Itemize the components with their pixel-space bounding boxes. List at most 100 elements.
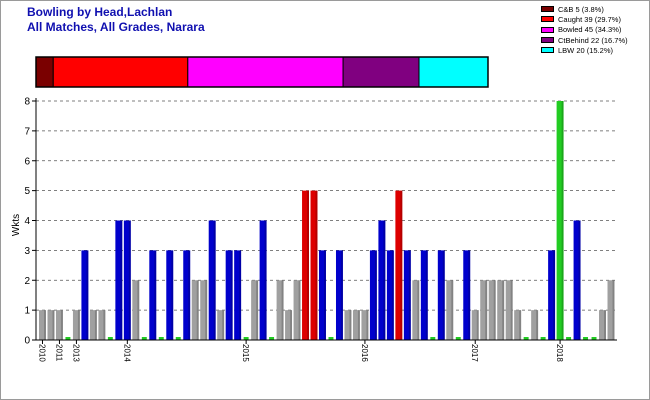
bar-shade-50 [468,250,471,340]
bar-32 [310,190,318,340]
bar-zero-34 [328,337,334,340]
bar-shade-56 [519,310,522,340]
bar-56 [514,310,522,340]
bar-shade-32 [315,190,318,340]
legend-item-cb: C&B 5 (3.8%) [541,4,628,14]
bar-47 [437,250,445,340]
bar-30 [293,280,301,340]
bar-shade-47 [442,250,445,340]
legend-item-lbw: LBW 20 (15.2%) [541,45,628,55]
y-tick-label-5: 5 [24,186,30,197]
bar-shade-10 [128,220,131,340]
chart-title: Bowling by Head,Lachlan [27,5,173,19]
bar-shade-67 [612,280,615,340]
bar-28 [276,280,284,340]
legend-swatch-caught [541,16,554,23]
bar-22 [225,250,233,340]
bar-51 [471,310,479,340]
bar-shade-13 [154,250,157,340]
bar-37 [352,310,360,340]
bar-shade-39 [374,250,377,340]
legend-label-cb: C&B 5 (3.8%) [558,4,604,14]
bar-zero-3 [65,337,71,340]
bar-52 [480,280,488,340]
bar-shade-31 [307,190,310,340]
bar-7 [98,310,106,340]
bar-shade-18 [196,280,199,340]
bars [39,101,615,340]
bar-5 [81,250,89,340]
bar-6 [89,310,97,340]
bar-33 [319,250,326,340]
bar-shade-23 [239,250,242,340]
bar-shade-7 [103,310,106,340]
y-tick-label-6: 6 [24,156,30,167]
bar-shade-29 [290,310,293,340]
bar-shade-48 [451,280,454,340]
proportion-segment-3 [342,56,420,88]
bar-zero-12 [141,337,147,340]
bar-1 [47,310,55,340]
bar-zero-65 [591,337,597,340]
bar-shade-5 [86,250,89,340]
legend-item-ctbehind: CtBehind 22 (16.7%) [541,35,628,45]
bar-0 [39,310,46,340]
chart-subtitle: All Matches, All Grades, Narara [27,20,205,34]
bar-9 [115,220,123,340]
y-tick-label-2: 2 [24,276,30,287]
x-tick-label-2: 2013 [71,344,80,362]
legend-swatch-lbw [541,47,554,54]
bar-48 [446,280,454,340]
bar-18 [191,280,199,340]
bar-63 [573,220,581,340]
y-tick-label-8: 8 [24,97,30,108]
bar-shade-41 [391,250,394,340]
bar-shade-15 [171,250,174,340]
bar-shade-61 [561,101,564,340]
x-tick-label-0: 2010 [37,344,46,362]
axes: 0 1 2 3 4 5 6 7 8 2010 2011 2013 2014 2015 2016 2017 201… [24,97,617,362]
bar-shade-4 [77,310,80,340]
legend: C&B 5 (3.8%) Caught 39 (29.7%) Bowled 45… [541,4,628,55]
bar-2 [55,310,63,340]
dismissal-proportion-bar [35,56,489,88]
bar-zero-49 [455,337,461,340]
bar-58 [531,310,539,340]
bar-shade-1 [52,310,55,340]
proportion-segment-1 [52,56,189,88]
bar-21 [217,310,225,340]
bar-zero-64 [583,337,589,340]
proportion-segment-2 [187,56,344,88]
bar-53 [488,280,496,340]
bar-shade-22 [230,250,233,340]
bar-shade-19 [205,280,208,340]
x-tick-label-1: 2011 [54,344,63,362]
bar-shade-30 [298,280,301,340]
bar-55 [505,280,513,340]
bar-40 [378,220,386,340]
bar-shade-2 [60,310,63,340]
bar-61 [556,101,564,340]
bar-shade-25 [256,280,259,340]
bar-shade-55 [510,280,513,340]
proportion-segment-4 [418,56,489,88]
y-tick-label-1: 1 [24,306,30,317]
bar-zero-59 [540,337,546,340]
gridlines [36,100,617,311]
legend-swatch-cb [541,6,554,13]
bar-shade-63 [578,220,581,340]
bar-shade-54 [502,280,505,340]
legend-label-caught: Caught 39 (29.7%) [558,14,621,24]
bar-39 [369,250,377,340]
y-tick-label-7: 7 [24,126,30,137]
bar-shade-37 [357,310,360,340]
x-tick-label-3: 2014 [122,344,131,362]
bar-zero-24 [243,337,249,340]
bar-13 [149,250,157,340]
bar-shade-51 [476,310,479,340]
bar-shade-58 [536,310,539,340]
bar-25 [251,280,259,340]
x-tick-label-4: 2015 [241,344,250,362]
legend-label-ctbehind: CtBehind 22 (16.7%) [558,35,628,45]
bar-shade-52 [485,280,488,340]
